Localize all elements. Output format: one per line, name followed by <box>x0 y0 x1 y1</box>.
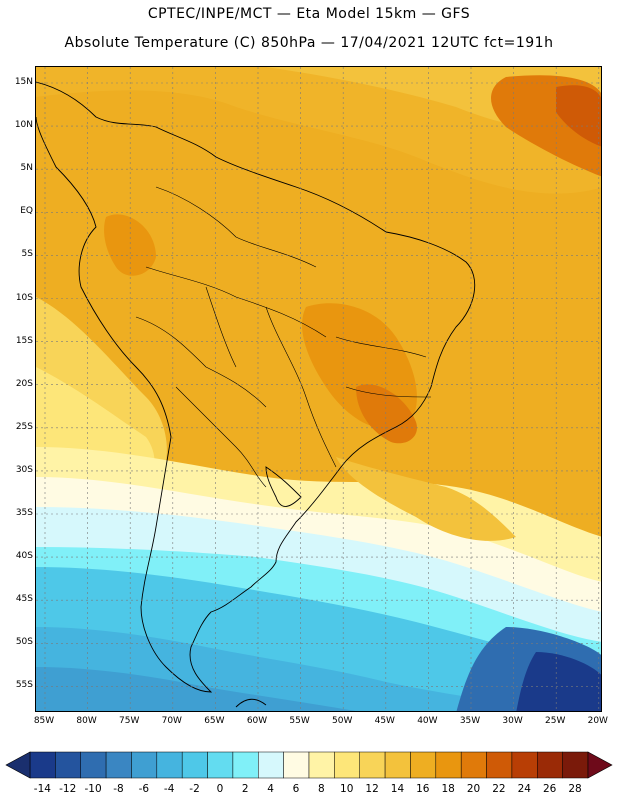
colorbar-label: -12 <box>59 783 77 795</box>
colorbar-label: -4 <box>163 783 175 795</box>
longitude-label: 20W <box>587 716 608 726</box>
longitude-label: 85W <box>33 716 55 726</box>
longitude-label: 50W <box>332 716 353 726</box>
colorbar-label: 28 <box>568 783 582 795</box>
colorbar-cell <box>232 751 259 779</box>
colorbar-label: 6 <box>292 783 300 795</box>
colorbar-cell <box>537 751 563 779</box>
colorbar-label: -6 <box>138 783 150 795</box>
latitude-label: 5N <box>20 163 33 174</box>
colorbar-left-arrow <box>5 751 31 779</box>
latitude-label: 30S <box>15 464 33 475</box>
colorbar-label: 14 <box>390 783 405 795</box>
colorbar-label: 18 <box>441 783 455 795</box>
color-bar <box>5 751 613 779</box>
longitude-label: 35W <box>459 716 481 726</box>
longitude-label: 60W <box>246 716 268 726</box>
latitude-label: 50S <box>15 637 33 648</box>
header-title-line2: Absolute Temperature (C) 850hPa — 17/04/… <box>64 35 554 51</box>
colorbar-cell <box>562 751 589 779</box>
colorbar-label: -8 <box>113 783 124 795</box>
longitude-label: 80W <box>76 716 97 726</box>
latitude-label: 20S <box>15 378 33 389</box>
longitude-label: 45W <box>374 716 395 726</box>
latitude-label: 35S <box>15 508 33 518</box>
colorbar-label: -10 <box>84 783 102 795</box>
longitude-label: 55W <box>289 716 310 726</box>
latitude-label: 25S <box>15 421 33 432</box>
colorbar-cell <box>334 751 360 779</box>
colorbar-cell <box>486 751 513 779</box>
colorbar-cell <box>435 751 462 779</box>
colorbar-cell <box>29 751 56 779</box>
colorbar-cell <box>80 751 107 779</box>
latitude-label: EQ <box>20 206 33 217</box>
colorbar-cell <box>131 751 158 779</box>
colorbar-label: -2 <box>189 783 200 795</box>
colorbar-label: 4 <box>267 783 274 795</box>
colorbar-cell <box>359 751 386 779</box>
colorbar-label: 8 <box>318 783 325 795</box>
header-title-line1: CPTEC/INPE/MCT — Eta Model 15km — GFS <box>147 6 471 22</box>
longitude-label: 30W <box>502 716 523 726</box>
country-borders <box>135 186 432 488</box>
latitude-label: 10N <box>14 120 33 131</box>
colorbar-label: 20 <box>466 783 481 795</box>
coastline <box>36 81 476 708</box>
temperature-field <box>36 67 601 711</box>
longitude-label: 25W <box>545 716 566 726</box>
colorbar-label: 24 <box>517 783 531 795</box>
colorbar-cell <box>55 751 81 779</box>
colorbar-cell <box>105 751 132 779</box>
colorbar-cell <box>384 751 411 779</box>
temperature-map <box>35 66 602 712</box>
latitude-label: 15N <box>14 77 33 87</box>
longitude-label: 40W <box>417 716 438 726</box>
colorbar-label: 22 <box>492 783 506 795</box>
latitude-label: 40S <box>15 551 33 562</box>
longitude-label: 70W <box>161 716 182 726</box>
colorbar-cell <box>156 751 183 779</box>
colorbar-cell <box>410 751 437 779</box>
colorbar-cell <box>308 751 335 779</box>
colorbar-label: 16 <box>416 783 430 795</box>
latitude-label: 5S <box>21 249 33 260</box>
colorbar-cell <box>460 751 487 779</box>
colorbar-cell <box>283 751 310 779</box>
colorbar-cell <box>207 751 234 779</box>
colorbar-label: 0 <box>216 783 224 795</box>
colorbar-cell <box>258 751 284 779</box>
latitude-label: 55S <box>15 680 33 691</box>
latitude-label: 15S <box>15 335 33 346</box>
latitude-label: 45S <box>15 594 33 605</box>
colorbar-label: 26 <box>542 783 557 795</box>
colorbar-label: 10 <box>340 783 354 795</box>
colorbar-label: 2 <box>241 783 249 795</box>
longitude-label: 75W <box>119 716 140 726</box>
colorbar-label: -14 <box>33 783 51 795</box>
latitude-label: 10S <box>15 292 33 303</box>
colorbar-right-arrow <box>587 751 613 779</box>
colorbar-label: 12 <box>365 783 379 795</box>
colorbar-cell <box>181 751 208 779</box>
colorbar-cell <box>511 751 538 779</box>
longitude-label: 65W <box>204 716 225 726</box>
